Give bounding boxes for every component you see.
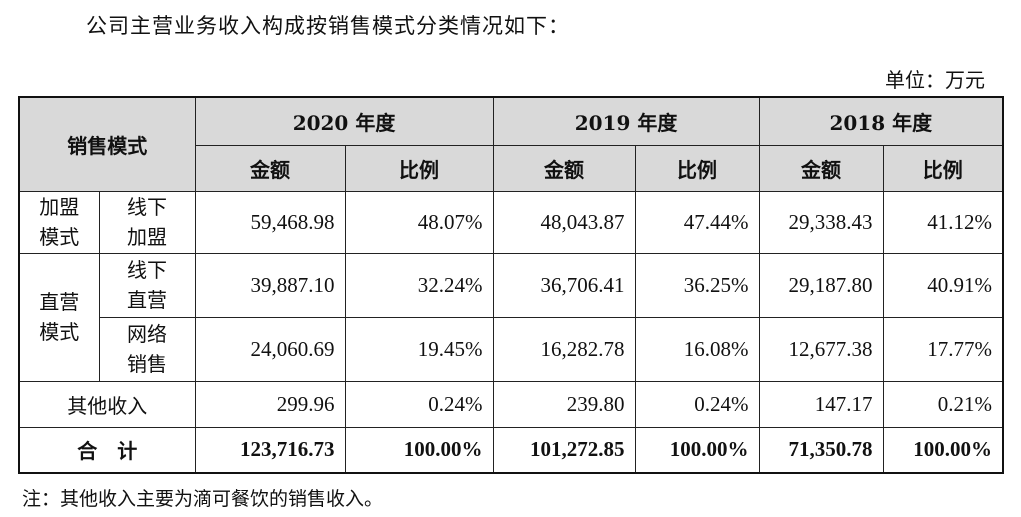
- sub-label-line: 网络: [127, 322, 167, 346]
- footnote: 注：其他收入主要为滴可餐饮的销售收入。: [22, 488, 384, 510]
- cell-amount: 101,272.85: [492, 426, 636, 474]
- header-ratio: 比例: [882, 144, 1004, 192]
- header-year-2018: 2018 年度: [758, 96, 1004, 146]
- cell-ratio: 0.24%: [634, 380, 760, 428]
- group-label-direct: 直营 模式: [18, 252, 100, 382]
- header-year-2019: 2019 年度: [492, 96, 760, 146]
- sub-label-line: 加盟: [127, 225, 167, 249]
- cell-ratio: 16.08%: [634, 316, 760, 382]
- unit-label: 单位：万元: [885, 68, 985, 92]
- group-label-franchise: 加盟 模式: [18, 190, 100, 254]
- cell-amount: 29,338.43: [758, 190, 884, 254]
- cell-ratio: 100.00%: [344, 426, 494, 474]
- cell-amount: 147.17: [758, 380, 884, 428]
- group-label-line: 加盟: [39, 195, 80, 219]
- cell-ratio: 17.77%: [882, 316, 1004, 382]
- sub-label-line: 直营: [127, 288, 167, 312]
- header-year-2020: 2020 年度: [194, 96, 494, 146]
- group-label-line: 直营: [39, 290, 80, 314]
- total-row: 合 计 123,716.73 100.00% 101,272.85 100.00…: [18, 426, 1004, 474]
- cell-ratio: 0.21%: [882, 380, 1004, 428]
- cell-ratio: 36.25%: [634, 252, 760, 318]
- sub-label-offline-direct: 线下 直营: [98, 252, 196, 318]
- cell-ratio: 0.24%: [344, 380, 494, 428]
- cell-amount: 36,706.41: [492, 252, 636, 318]
- cell-ratio: 47.44%: [634, 190, 760, 254]
- header-ratio: 比例: [344, 144, 494, 192]
- cell-amount: 12,677.38: [758, 316, 884, 382]
- sub-label-line: 销售: [127, 352, 167, 376]
- intro-text: 公司主营业务收入构成按销售模式分类情况如下：: [86, 14, 570, 38]
- header-sales-mode: 销售模式: [18, 96, 196, 192]
- table-row: 直营 模式 线下 直营 39,887.10 32.24% 36,706.41 3…: [18, 252, 1004, 382]
- sales-mode-revenue-table: 销售模式 2020 年度 2019 年度 2018 年度 金额 比例 金额 比例…: [18, 96, 1005, 474]
- sub-label-line: 线下: [127, 195, 167, 219]
- cell-amount: 299.96: [194, 380, 346, 428]
- cell-ratio: 100.00%: [882, 426, 1004, 474]
- cell-amount: 48,043.87: [492, 190, 636, 254]
- sub-label-online-sales: 网络 销售: [98, 316, 196, 382]
- cell-ratio: 100.00%: [634, 426, 760, 474]
- group-label-line: 模式: [39, 320, 80, 344]
- cell-ratio: 40.91%: [882, 252, 1004, 318]
- cell-amount: 16,282.78: [492, 316, 636, 382]
- header-row-years: 销售模式 2020 年度 2019 年度 2018 年度: [18, 96, 1004, 192]
- group-label-line: 模式: [39, 225, 80, 249]
- header-ratio: 比例: [634, 144, 760, 192]
- cell-amount: 59,468.98: [194, 190, 346, 254]
- cell-ratio: 48.07%: [344, 190, 494, 254]
- row-label-other-income: 其他收入: [18, 380, 196, 428]
- cell-amount: 24,060.69: [194, 316, 346, 382]
- sub-label-offline-franchise: 线下 加盟: [98, 190, 196, 254]
- row-label-total: 合 计: [18, 426, 196, 474]
- cell-ratio: 19.45%: [344, 316, 494, 382]
- table-row: 其他收入 299.96 0.24% 239.80 0.24% 147.17 0.…: [18, 380, 1004, 428]
- cell-ratio: 32.24%: [344, 252, 494, 318]
- sub-label-line: 线下: [127, 258, 167, 282]
- cell-amount: 239.80: [492, 380, 636, 428]
- header-amount: 金额: [492, 144, 636, 192]
- table-row: 网络 销售 24,060.69 19.45% 16,282.78 16.08% …: [19, 316, 1004, 382]
- cell-amount: 39,887.10: [194, 252, 346, 318]
- cell-amount: 123,716.73: [194, 426, 346, 474]
- header-amount: 金额: [194, 144, 346, 192]
- cell-amount: 29,187.80: [758, 252, 884, 318]
- header-row-sub: 金额 比例 金额 比例 金额 比例: [19, 144, 1004, 192]
- header-amount: 金额: [758, 144, 884, 192]
- cell-ratio: 41.12%: [882, 190, 1004, 254]
- table-row: 加盟 模式 线下 加盟 59,468.98 48.07% 48,043.87 4…: [18, 190, 1004, 254]
- cell-amount: 71,350.78: [758, 426, 884, 474]
